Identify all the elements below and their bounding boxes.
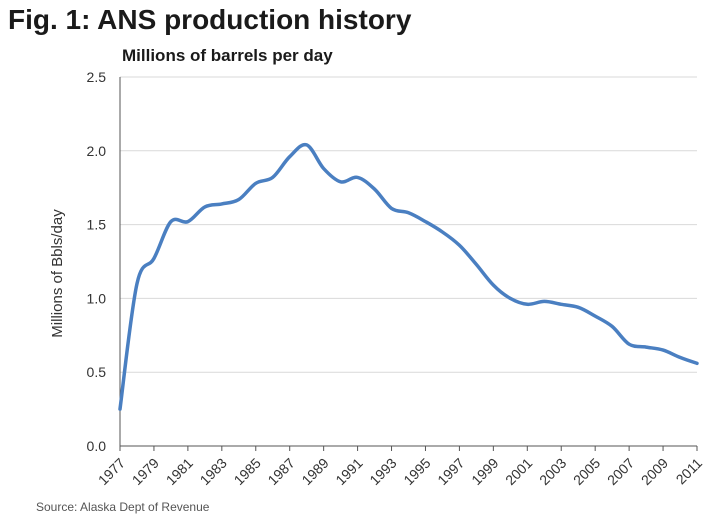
x-tick-label: 1993 [366, 455, 399, 488]
chart-gridlines [120, 76, 697, 373]
x-tick-label: 1997 [434, 455, 467, 488]
x-tick-label: 2001 [502, 455, 535, 488]
y-axis-title: Millions of Bbls/day [49, 209, 66, 338]
x-tick-label: 1999 [468, 455, 501, 488]
x-tick-label: 1979 [129, 455, 162, 488]
figure-title: Fig. 1: ANS production history [8, 4, 412, 35]
x-tick-label: 1989 [298, 455, 331, 488]
x-tick-label: 1985 [231, 455, 264, 488]
y-tick-label: 0.5 [87, 364, 107, 380]
x-tick-label: 2009 [638, 455, 671, 488]
y-axis-ticks: 0.0 0.5 1.0 1.5 2.0 2.5 [87, 69, 107, 454]
series-line-production [118, 142, 699, 411]
x-tick-label: 2011 [673, 455, 706, 488]
x-tick-label: 1981 [163, 455, 196, 488]
x-tick-label: 2007 [604, 455, 637, 488]
y-tick-label: 1.5 [87, 217, 107, 233]
x-tick-label: 1987 [264, 455, 297, 488]
y-tick-label: 2.5 [87, 69, 107, 85]
x-tick-label: 1983 [197, 455, 230, 488]
x-tick-label: 2003 [536, 455, 569, 488]
x-axis-ticks: 1977 1979 1981 1983 1985 1987 1989 1991 1993 1995… [95, 446, 705, 488]
y-tick-label: 0.0 [87, 438, 107, 454]
y-tick-label: 2.0 [87, 143, 107, 159]
source-note: Source: Alaska Dept of Revenue [36, 500, 210, 514]
x-tick-label: 1977 [95, 455, 128, 488]
y-tick-label: 1.0 [87, 290, 107, 306]
x-tick-label: 1995 [400, 455, 433, 488]
x-tick-label: 1991 [332, 455, 365, 488]
x-tick-label: 2005 [570, 455, 603, 488]
figure-subtitle: Millions of barrels per day [122, 46, 333, 65]
